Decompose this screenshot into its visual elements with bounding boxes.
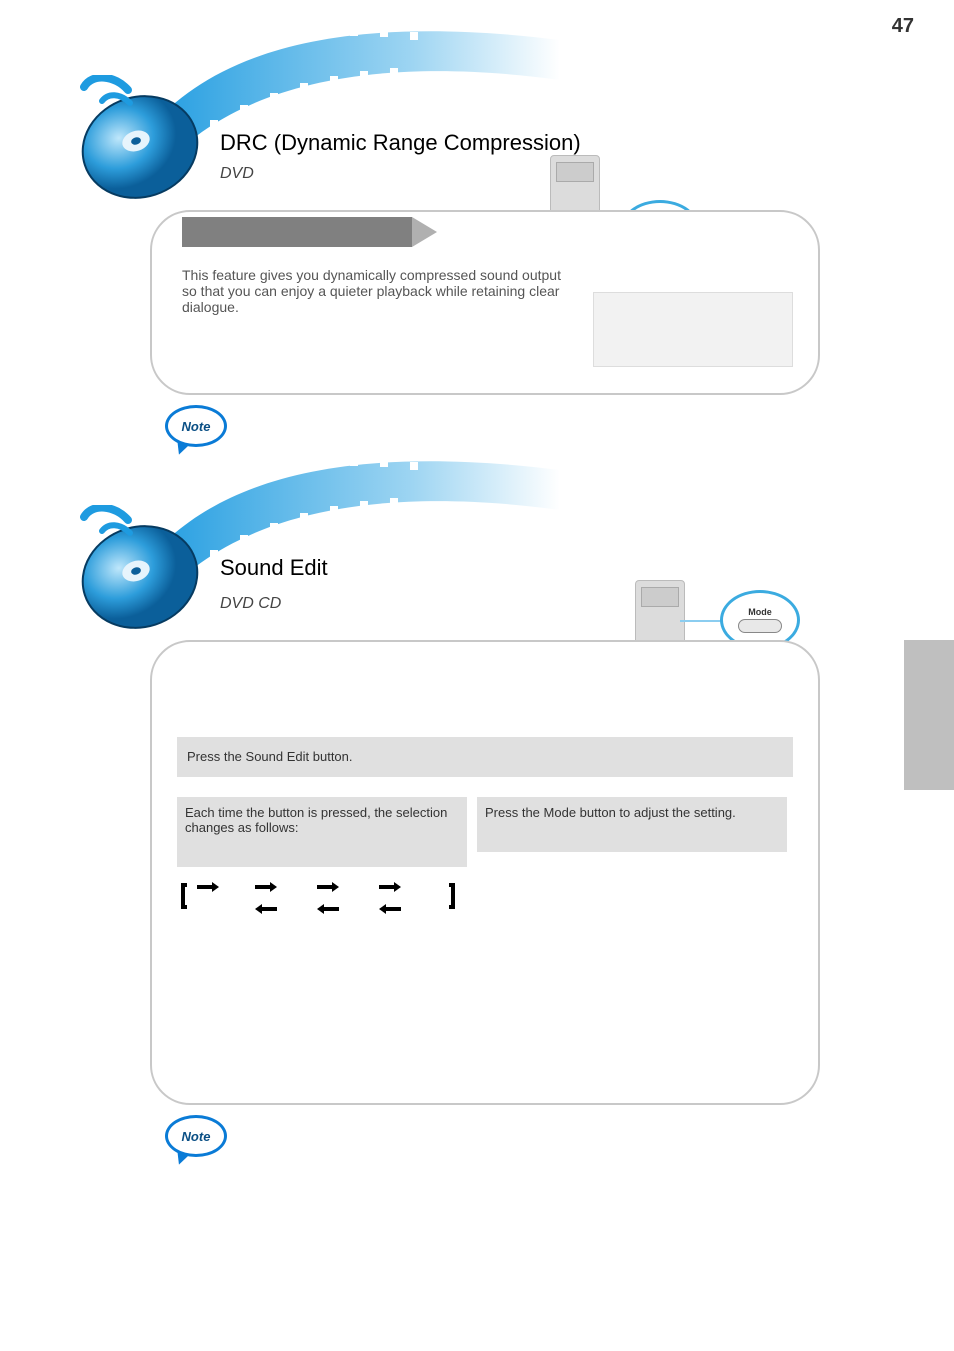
section-title-drc: DRC (Dynamic Range Compression) [220,130,581,156]
flow-diagram [177,877,477,932]
panel-drc: This feature gives you dynamically compr… [150,210,820,395]
gray-right-text: Press the Mode button to adjust the sett… [485,805,775,820]
disc-icon [80,75,210,205]
note-bubble-a: Note [165,405,227,447]
note-badge-b: Note [165,1115,227,1157]
gray-box-right: Press the Mode button to adjust the sett… [477,797,787,852]
panel-sound: Press the Sound Edit button. Each time t… [150,640,820,1105]
panel-header-taper-a [412,217,437,247]
panel-header-bar-a [182,217,412,247]
section-sub-drc: DVD [220,165,254,183]
step1-text: Press the Sound Edit button. [187,749,353,764]
section-title-sound: Sound Edit [220,555,328,581]
note-badge-a: Note [165,405,227,447]
film-header-sound [80,450,580,630]
drc-screenshot-placeholder [593,292,793,367]
page-number: 47 [892,15,914,38]
step-header-bar: Press the Sound Edit button. [177,737,793,777]
callout-label-mode: Mode [748,607,772,617]
disc-icon-b [80,505,210,635]
side-tab [904,640,954,790]
callout-button-icon-mode [738,619,782,633]
note-tail-icon-b [173,1151,188,1166]
note-bubble-b: Note [165,1115,227,1157]
drc-body-text: This feature gives you dynamically compr… [182,267,572,315]
gray-box-left: Each time the button is pressed, the sel… [177,797,467,867]
section-sub-sound: DVD CD [220,595,281,613]
film-header-drc [80,20,580,200]
gray-left-text: Each time the button is pressed, the sel… [185,805,455,835]
flow-arrows-icon [177,877,477,927]
